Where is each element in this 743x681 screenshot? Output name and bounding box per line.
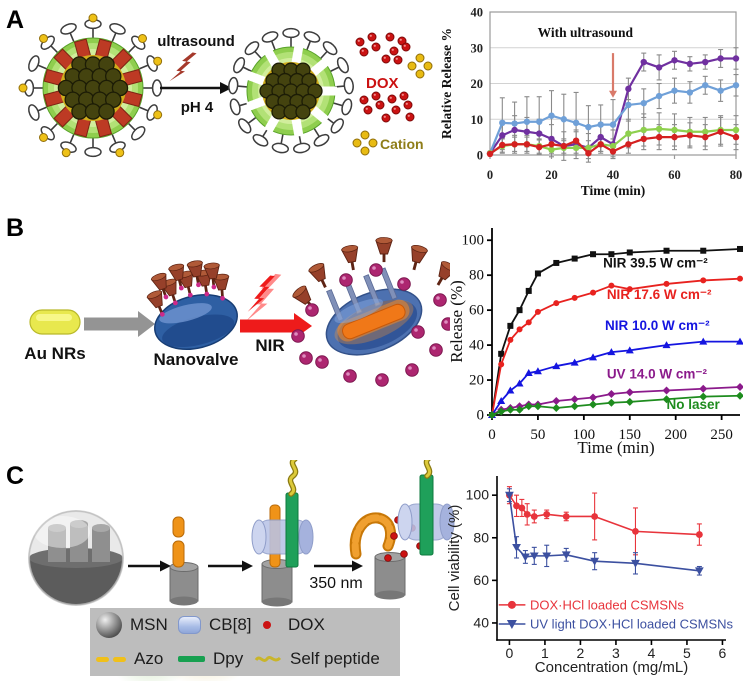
legend-label: DOX [288,615,325,634]
svg-text:10: 10 [471,113,484,127]
panel-a-schematic: ultrasound pH 4 DOX Cation [18,13,433,158]
wavelength-label: 350 nm [309,575,362,592]
azo-dashes-icon [96,656,126,662]
nanovalve-label: Nanovalve [153,350,238,369]
legend-label: CB[8] [209,615,252,634]
svg-text:5: 5 [683,645,691,661]
legend-label: MSN [130,615,168,634]
panel-c-legend: MSN CB[8] DOX Azo Dpy Self peptide [90,608,400,676]
svg-text:100: 100 [466,487,490,503]
panel-a-chart: 0 20 40 60 80 0 10 20 30 40 Time (min) Relative Rel… [439,0,743,205]
dpy-bar-icon [178,656,205,662]
svg-text:30: 30 [471,41,484,55]
svg-text:80: 80 [473,529,489,545]
dox-label: DOX [366,75,399,92]
svg-text:40: 40 [471,6,484,20]
svg-text:60: 60 [473,572,489,588]
svg-text:UV 14.0 W cm⁻²: UV 14.0 W cm⁻² [607,366,708,381]
cation-label: Cation [380,136,424,152]
legend-item-azo: Azo [96,649,178,669]
svg-text:20: 20 [469,373,484,389]
svg-text:40: 40 [607,168,620,182]
svg-text:100: 100 [573,427,596,443]
nir-label: NIR [255,336,284,355]
svg-text:DOX·HCl loaded CSMSNs: DOX·HCl loaded CSMSNs [530,597,684,612]
panel-a-label: A [6,6,25,34]
svg-text:100: 100 [462,233,485,249]
ph4-label: pH 4 [181,99,214,116]
svg-text:60: 60 [469,303,484,319]
svg-text:Relative Release %: Relative Release % [440,28,454,139]
svg-text:With ultrasound: With ultrasound [538,25,634,40]
svg-text:0: 0 [477,408,485,424]
svg-text:Time (min): Time (min) [581,183,646,198]
cb8-barrel-icon [178,616,201,634]
svg-text:50: 50 [530,427,545,443]
svg-text:20: 20 [471,77,484,91]
svg-text:UV light DOX·HCl loaded CSMSNs: UV light DOX·HCl loaded CSMSNs [530,617,734,632]
panel-c-schematic: 350 nm [28,460,455,607]
svg-text:No laser: No laser [667,397,721,412]
svg-text:20: 20 [545,168,558,182]
svg-text:Release (%): Release (%) [447,280,466,363]
svg-text:2: 2 [577,645,585,661]
legend-item-self-peptide: Self peptide [254,649,400,669]
legend-item-dpy: Dpy [178,649,254,669]
svg-text:250: 250 [710,427,733,443]
au-nrs-label: Au NRs [24,344,85,363]
legend-item-dox: DOX [254,615,400,635]
svg-text:0: 0 [477,149,483,163]
svg-text:80: 80 [469,268,484,284]
legend-item-cb8: CB[8] [178,615,254,635]
svg-text:NIR 39.5 W cm⁻²: NIR 39.5 W cm⁻² [603,255,708,270]
svg-text:6: 6 [719,645,727,661]
legend-item-msn: MSN [96,612,178,638]
ultrasound-label: ultrasound [157,33,235,50]
svg-text:Time (min): Time (min) [577,438,654,457]
msn-sphere-icon [96,612,122,638]
legend-label: Dpy [213,649,244,668]
panel-c-label: C [6,462,25,490]
dox-dot-icon [263,621,271,629]
panel-c-chart: 0 1 2 3 4 5 6 40 60 80 100 Concentration (mg/mL) Cel… [443,462,743,681]
svg-text:200: 200 [664,427,687,443]
svg-text:NIR 10.0 W cm⁻²: NIR 10.0 W cm⁻² [605,318,710,333]
svg-text:Concentration (mg/mL): Concentration (mg/mL) [535,659,688,676]
svg-text:NIR 17.6 W cm⁻²: NIR 17.6 W cm⁻² [607,287,712,302]
svg-text:0: 0 [488,427,496,443]
panel-b-label: B [6,214,25,242]
panel-b-chart: 0 50 100 150 200 250 0 20 40 60 80 100 Time (min) Rel… [445,213,743,466]
svg-text:150: 150 [619,427,642,443]
svg-text:3: 3 [612,645,620,661]
peptide-wave-icon [254,656,282,662]
svg-text:0: 0 [506,645,514,661]
legend-label: Azo [134,649,164,668]
legend-label: Self peptide [290,649,380,668]
svg-text:4: 4 [648,645,656,661]
svg-text:80: 80 [730,168,743,182]
svg-text:Cell viability (%): Cell viability (%) [446,505,463,612]
panel-b-schematic: Au NRs Nanovalve NIR [24,237,450,387]
svg-text:1: 1 [541,645,549,661]
svg-text:40: 40 [469,338,484,354]
svg-text:0: 0 [487,168,493,182]
svg-text:60: 60 [668,168,681,182]
svg-text:40: 40 [473,614,489,630]
